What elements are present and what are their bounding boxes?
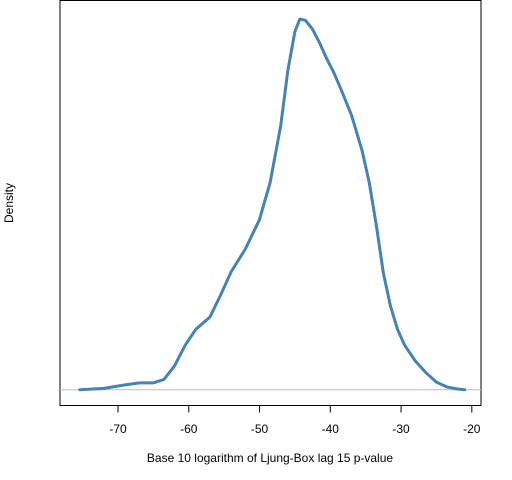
x-tick-label: -70 xyxy=(109,422,127,436)
x-tick-label: -60 xyxy=(180,422,198,436)
plot-frame xyxy=(59,0,482,406)
x-tick-label: -20 xyxy=(463,422,481,436)
x-axis-ticks: -70 -60 -50 -40 -30 -20 xyxy=(109,405,481,436)
density-curve xyxy=(78,17,467,392)
x-tick-label: -50 xyxy=(251,422,269,436)
y-axis-label: Density xyxy=(2,183,16,223)
x-tick-label: -40 xyxy=(322,422,340,436)
x-tick-label: -30 xyxy=(392,422,410,436)
x-axis-label: Base 10 logarithm of Ljung-Box lag 15 p-… xyxy=(147,451,393,465)
